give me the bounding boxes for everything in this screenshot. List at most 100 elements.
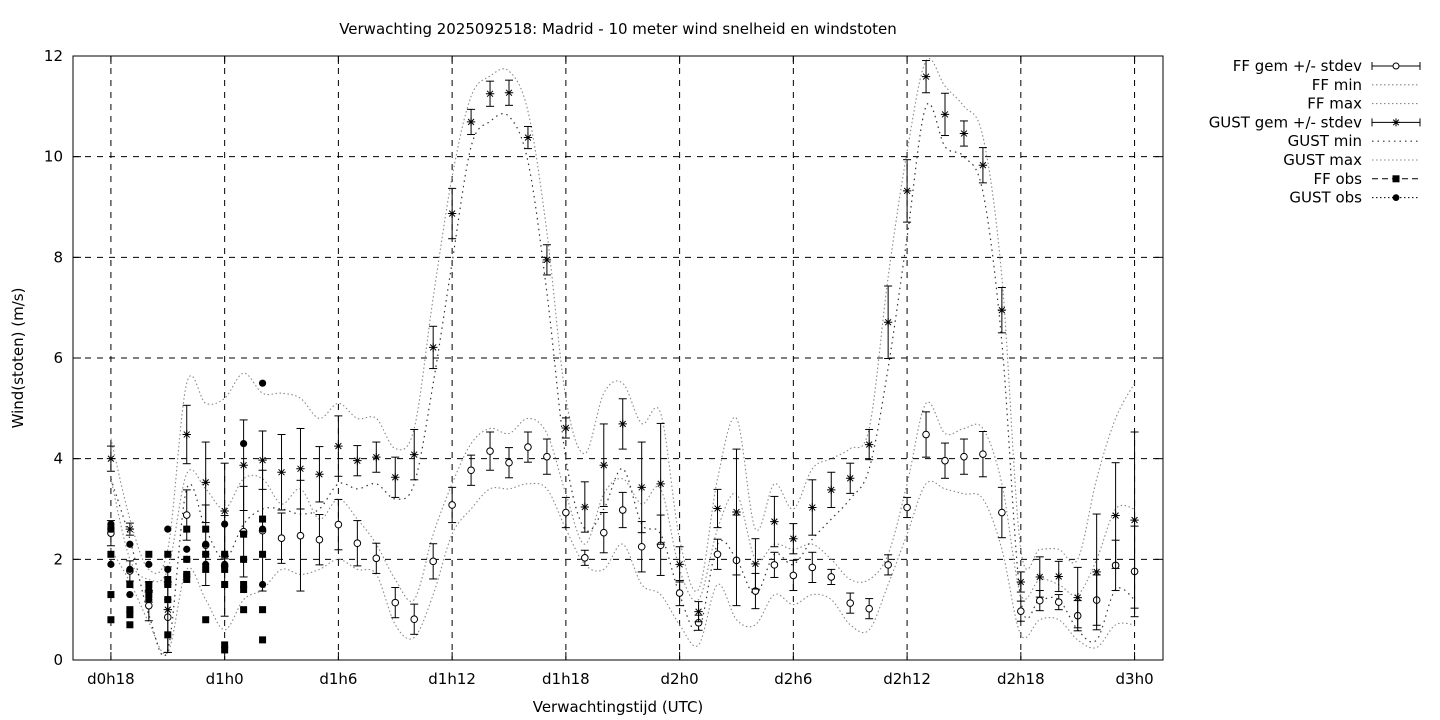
ff-mean-point — [713, 550, 722, 559]
gust-mean-point — [1073, 593, 1082, 602]
gust-obs-point — [126, 565, 134, 574]
ff-mean-point — [277, 534, 286, 542]
x-axis-label: Verwachtingstijd (UTC) — [533, 698, 704, 716]
gust-mean-point — [372, 452, 381, 462]
ff-obs-point — [202, 525, 210, 533]
ff-mean-point — [789, 571, 798, 580]
gust-errorbar — [1130, 431, 1139, 609]
gust-mean-point — [239, 461, 248, 470]
gust-errorbar — [106, 445, 116, 472]
x-tick-label: d2h0 — [661, 670, 699, 688]
legend-swatch-marker — [1392, 118, 1400, 127]
ff-errorbar — [1054, 594, 1063, 611]
ff-errorbar — [884, 554, 893, 576]
gust-mean-point — [504, 88, 514, 97]
gust-obs-point — [258, 580, 267, 589]
ff-mean-point — [979, 450, 987, 458]
observations — [107, 379, 267, 654]
gust-obs-point — [107, 520, 115, 528]
ff-mean-point — [334, 520, 343, 529]
gust-errorbar — [656, 422, 665, 545]
gust-errorbar — [391, 456, 400, 498]
gust-errorbar — [334, 415, 343, 477]
gust-errorbar — [372, 441, 381, 473]
gust-obs-point — [240, 530, 248, 538]
ff-mean-point — [618, 506, 627, 514]
x-tick-label: d2h12 — [883, 670, 931, 688]
ff-obs-point — [259, 636, 267, 644]
ff-errorbar — [770, 551, 779, 578]
ff-obs-point — [240, 581, 248, 588]
ff-mean-point — [448, 501, 456, 509]
ff-min-line — [110, 480, 1135, 655]
ff-mean-point — [960, 452, 968, 461]
ff-obs-point — [183, 525, 191, 533]
ff-errorbar — [618, 491, 627, 529]
ff-obs-point — [221, 581, 229, 588]
gust-mean-point — [808, 503, 817, 512]
gust-errorbar — [466, 108, 476, 136]
ff-mean-point — [808, 563, 817, 572]
ff-obs-point — [164, 631, 172, 639]
gust-obs-point — [183, 545, 191, 553]
ff-errorbar — [959, 438, 968, 475]
ff-obs-point — [126, 606, 134, 614]
legend-label: GUST gem +/- stdev — [1209, 113, 1362, 131]
ff-obs-point — [145, 591, 153, 599]
ff-mean-point — [429, 557, 437, 566]
gust-mean-point — [315, 470, 324, 479]
gust-errorbar — [675, 546, 684, 583]
gust-errorbar — [353, 445, 362, 477]
gust-mean-point — [561, 423, 571, 433]
gust-obs-point — [164, 596, 172, 604]
ff-obs-point — [183, 575, 191, 583]
ff-obs-point — [202, 616, 210, 624]
ff-mean-point — [998, 508, 1006, 517]
ff-mean-point — [1017, 607, 1025, 615]
gust-mean-point — [410, 450, 419, 459]
ff-mean-point — [675, 589, 684, 597]
ff-obs-point — [164, 550, 172, 558]
gust-errorbar — [504, 79, 514, 106]
ff-obs-point — [259, 550, 267, 558]
ff-obs-point — [145, 581, 153, 588]
legend-swatch-marker — [1392, 194, 1400, 202]
ff-errorbar — [789, 559, 798, 592]
gust-mean-point — [675, 560, 684, 569]
ff-mean-point — [372, 554, 381, 563]
gust-obs-point — [202, 550, 210, 558]
gust-mean-point — [997, 305, 1007, 315]
gust-errorbar — [523, 125, 533, 150]
gust-mean-point — [959, 129, 969, 138]
ff-errorbar — [922, 411, 931, 458]
gust-obs-point — [183, 570, 191, 579]
gust-mean-point — [334, 441, 343, 451]
gust-errorbar — [315, 446, 324, 503]
gust-errorbar — [428, 325, 438, 370]
gust-obs-point — [202, 560, 210, 568]
gust-errorbar — [410, 428, 419, 481]
gust-mean-point — [940, 110, 950, 119]
ff-mean-point — [182, 511, 191, 519]
legend-label: GUST min — [1288, 132, 1362, 150]
ff-errorbar — [903, 496, 912, 519]
legend-label: FF max — [1307, 95, 1362, 113]
gust-mean-point — [864, 440, 874, 449]
x-tick-label: d1h18 — [542, 670, 590, 688]
gust-mean-point — [1016, 577, 1026, 587]
ff-errorbar — [997, 486, 1006, 539]
ff-mean-point — [562, 508, 570, 517]
chart-title: Verwachting 2025092518: Madrid - 10 mete… — [339, 20, 897, 38]
x-axis-ticks: d0h18 d1h0 d1h6 d1h12 d1h18 d2h0 d2h6 d2h12 d2h1… — [87, 56, 1154, 688]
gust-mean-point — [827, 485, 836, 495]
ff-mean-point — [145, 601, 153, 610]
x-tick-label: d1h6 — [319, 670, 357, 688]
legend-swatch-marker — [1392, 175, 1400, 183]
y-tick-label: 6 — [53, 349, 63, 367]
gust-errorbar — [902, 159, 912, 223]
ff-errorbar — [865, 598, 874, 620]
gust-mean-point — [637, 483, 646, 492]
gust-mean-point — [277, 468, 286, 477]
